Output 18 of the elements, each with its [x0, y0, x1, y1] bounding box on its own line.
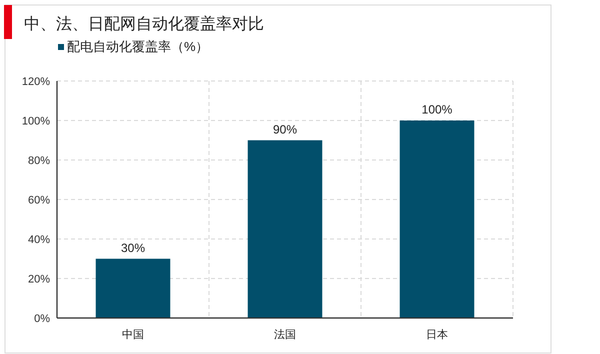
- y-tick-label: 60%: [28, 194, 50, 206]
- y-tick-label: 0%: [34, 313, 50, 325]
- legend-label: 配电自动化覆盖率（%）: [67, 39, 209, 54]
- bar: [248, 140, 322, 318]
- bar: [400, 120, 474, 318]
- y-tick-label: 40%: [28, 234, 50, 246]
- y-tick-label: 80%: [28, 155, 50, 167]
- y-tick-label: 120%: [22, 76, 50, 88]
- data-label: 90%: [272, 122, 298, 136]
- x-tick-label: 中国: [122, 328, 144, 341]
- bar: [96, 258, 170, 318]
- data-label: 30%: [120, 240, 146, 255]
- y-tick-label: 100%: [22, 116, 50, 128]
- x-tick-label: 法国: [274, 328, 296, 341]
- y-tick-label: 20%: [28, 274, 50, 286]
- x-tick-label: 日本: [426, 328, 448, 341]
- data-label: 100%: [422, 102, 453, 116]
- chart-title: 中、法、日配网自动化覆盖率对比: [24, 15, 264, 33]
